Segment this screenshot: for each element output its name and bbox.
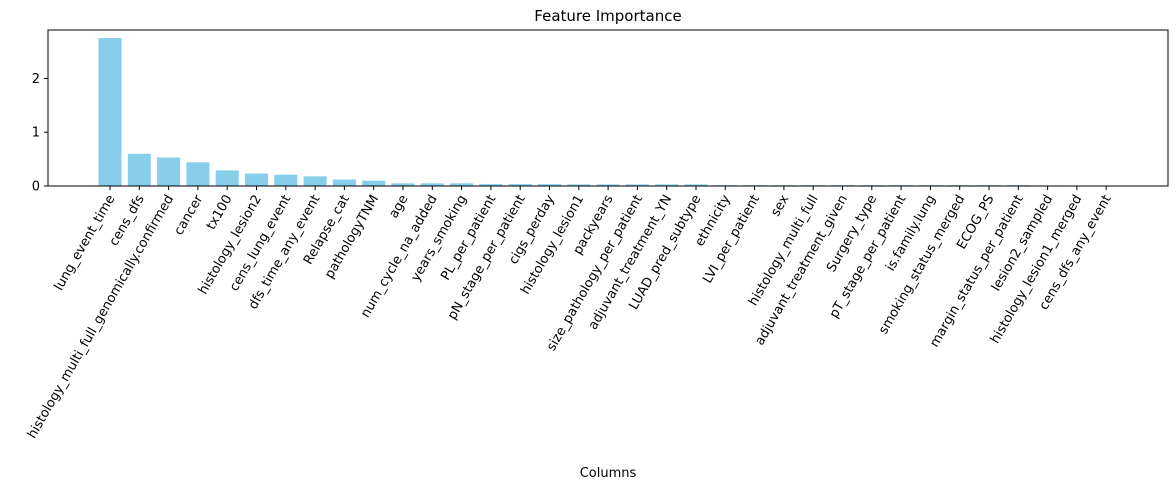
bars-group — [98, 38, 1060, 186]
bar-17 — [596, 184, 620, 186]
bar-1 — [127, 153, 151, 186]
bar-20 — [684, 184, 708, 186]
bar-3 — [186, 162, 210, 186]
x-axis-label: Columns — [580, 466, 637, 481]
bar-5 — [245, 173, 268, 186]
x-tick-label: tx100 — [204, 193, 236, 233]
bar-18 — [625, 184, 649, 186]
x-axis-ticks: lung_event_timecens_dfshistology_multi_f… — [25, 186, 1115, 441]
bar-15 — [538, 184, 561, 186]
chart-title: Feature Importance — [534, 7, 681, 25]
bar-13 — [479, 184, 503, 186]
bar-19 — [655, 184, 679, 186]
x-tick-label: cancer — [171, 192, 206, 238]
bar-8 — [332, 179, 356, 186]
bar-4 — [215, 170, 239, 186]
bar-9 — [362, 180, 386, 186]
bar-11 — [420, 183, 444, 186]
x-tick-label: sex — [768, 192, 792, 219]
bar-12 — [450, 183, 474, 186]
bar-14 — [508, 184, 532, 186]
bar-0 — [98, 38, 122, 186]
y-tick-label: 2 — [32, 72, 40, 87]
bar-16 — [567, 184, 591, 186]
plot-frame — [47, 29, 1169, 187]
y-tick-label: 1 — [32, 126, 40, 141]
y-tick-label: 0 — [32, 180, 40, 195]
x-tick-label: age — [386, 193, 411, 221]
bar-6 — [274, 174, 298, 186]
y-axis-ticks: 0 1 2 — [32, 72, 48, 195]
bar-7 — [303, 176, 327, 186]
bar-2 — [157, 157, 181, 186]
bar-10 — [391, 183, 415, 186]
